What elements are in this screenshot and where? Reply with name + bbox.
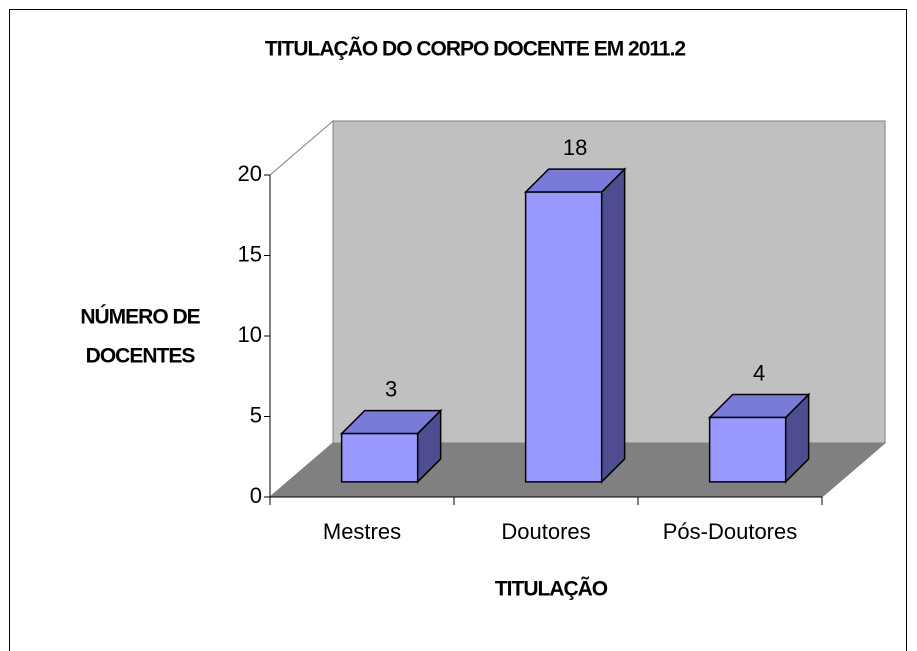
y-tick-label: 5: [250, 402, 262, 427]
y-tick-label: 20: [238, 161, 262, 186]
y-tick-label: 10: [238, 322, 262, 347]
data-label: 4: [753, 360, 765, 385]
y-axis-label: DOCENTES: [86, 345, 196, 368]
bar: [524, 191, 603, 483]
y-tick-label: 15: [238, 241, 262, 266]
y-axis-label: NÚMERO DE: [80, 305, 200, 329]
x-tick-label: Doutores: [501, 519, 590, 544]
bar-side: [600, 167, 626, 484]
data-label: 18: [563, 135, 587, 160]
data-label: 3: [385, 376, 397, 401]
y-tick-label: 0: [250, 483, 262, 508]
side-wall: [269, 119, 334, 499]
bar: [340, 432, 419, 483]
x-axis-label: TITULAÇÃO: [495, 578, 608, 601]
x-tick-label: Mestres: [323, 519, 401, 544]
x-tick-label: Pós-Doutores: [663, 519, 798, 544]
chart-title: TITULAÇÃO DO CORPO DOCENTE EM 2011.2: [265, 38, 686, 61]
bar: [708, 416, 787, 483]
